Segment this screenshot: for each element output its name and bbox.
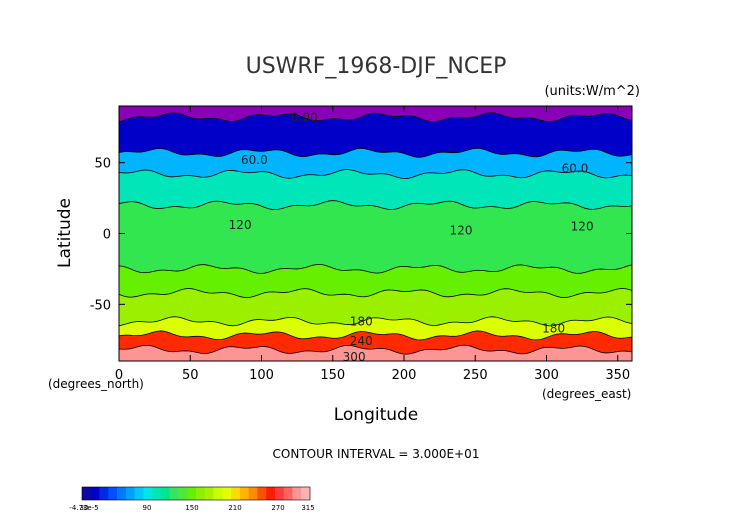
- colorbar-swatch: [231, 487, 241, 500]
- contour-label: 120: [571, 219, 594, 233]
- x-axis-label: Longitude: [334, 405, 419, 425]
- contour-label: 180: [542, 321, 565, 335]
- band-30: [119, 112, 632, 158]
- colorbar-label: 30: [80, 504, 89, 512]
- contour-line: [119, 288, 632, 298]
- band-150: [119, 264, 632, 298]
- axes: 0 50 100 150 200 250 300 350 -50 0 50: [90, 106, 632, 383]
- y-unit-label: (degrees_north): [48, 377, 144, 391]
- x-tick-label: 250: [463, 368, 488, 383]
- band-0: [119, 106, 632, 122]
- colorbar-swatch: [134, 487, 144, 500]
- contour-label: 60.0: [562, 161, 589, 175]
- contour-line: [119, 330, 632, 341]
- x-tick-label: 350: [605, 368, 630, 383]
- colorbar-swatch: [257, 487, 267, 500]
- colorbar-label: 210: [228, 504, 241, 512]
- contour-label: 60.0: [241, 153, 268, 167]
- contour-labels: 0.00 60.0 60.0 120 120 120 180 180 240 300: [229, 110, 594, 363]
- colorbar-swatch: [266, 487, 276, 500]
- colorbar-label: 315: [301, 504, 314, 512]
- colorbar-swatch: [187, 487, 197, 500]
- x-tick-label: 0: [115, 368, 123, 383]
- x-tick-label: 50: [182, 368, 199, 383]
- contour-label: 120: [229, 218, 252, 232]
- band-75: [119, 148, 632, 179]
- colorbar-swatch: [204, 487, 214, 500]
- contour-label: 0.00: [291, 110, 318, 124]
- contour-label: 300: [343, 350, 366, 364]
- colorbar-swatch: [301, 487, 311, 500]
- x-tick-label: 100: [249, 368, 274, 383]
- y-tick-label: 50: [94, 157, 111, 172]
- band-105: [119, 169, 632, 210]
- colorbar-swatch: [239, 487, 249, 500]
- plot-area: [119, 106, 632, 361]
- x-tick-label: 150: [320, 368, 345, 383]
- contour-line: [119, 112, 632, 123]
- contour-lines: [119, 112, 632, 355]
- colorbar-swatch: [292, 487, 302, 500]
- colorbar-label: -4.73e-5: [69, 504, 98, 512]
- band-270: [119, 330, 632, 355]
- contour-line: [119, 264, 632, 274]
- contour-line: [119, 147, 632, 158]
- colorbar-swatch: [152, 487, 162, 500]
- colorbar-label: 150: [185, 504, 198, 512]
- y-axis-label: Latitude: [55, 198, 75, 268]
- colorbar-frame: [81, 486, 311, 501]
- x-tick-label: 300: [534, 368, 559, 383]
- colorbar-swatch: [213, 487, 223, 500]
- band-135: [119, 200, 632, 274]
- colorbar-swatch: [125, 487, 135, 500]
- y-tick-label: 0: [103, 228, 111, 243]
- x-tick-label: 200: [392, 368, 417, 383]
- colorbar-swatch: [248, 487, 258, 500]
- colorbar-swatch: [108, 487, 118, 500]
- colorbar-swatch: [222, 487, 232, 500]
- colorbar-swatch: [196, 487, 206, 500]
- contour-label: 180: [350, 314, 373, 328]
- colorbar-swatch: [160, 487, 170, 500]
- colorbar-swatch: [143, 487, 153, 500]
- band-195: [119, 316, 632, 340]
- contour-line: [119, 344, 632, 355]
- colorbar-swatch: [99, 487, 109, 500]
- colorbar-swatch: [178, 487, 188, 500]
- contour-line: [119, 200, 632, 210]
- band-315: [119, 345, 632, 361]
- contour-line: [119, 316, 632, 327]
- colorbar-swatch: [90, 487, 100, 500]
- colorbar-swatch: [274, 487, 284, 500]
- contour-label: 120: [450, 224, 473, 238]
- y-tick-label: -50: [90, 298, 111, 313]
- contour-label: 240: [350, 334, 373, 348]
- colorbar: -4.73e-530 90 150 210 270 315: [69, 486, 315, 512]
- colorbar-swatch: [117, 487, 127, 500]
- chart-title: USWRF_1968-DJF_NCEP: [246, 54, 507, 79]
- colorbar-swatch: [283, 487, 293, 500]
- contour-interval: CONTOUR INTERVAL = 3.000E+01: [273, 447, 480, 461]
- colorbar-swatch: [169, 487, 179, 500]
- x-unit-label: (degrees_east): [542, 387, 631, 401]
- colorbar-label: 90: [143, 504, 152, 512]
- colorbar-swatch: [82, 487, 92, 500]
- contour-line: [119, 169, 632, 179]
- units-label: (units:W/m^2): [544, 84, 640, 99]
- colorbar-label: 270: [271, 504, 284, 512]
